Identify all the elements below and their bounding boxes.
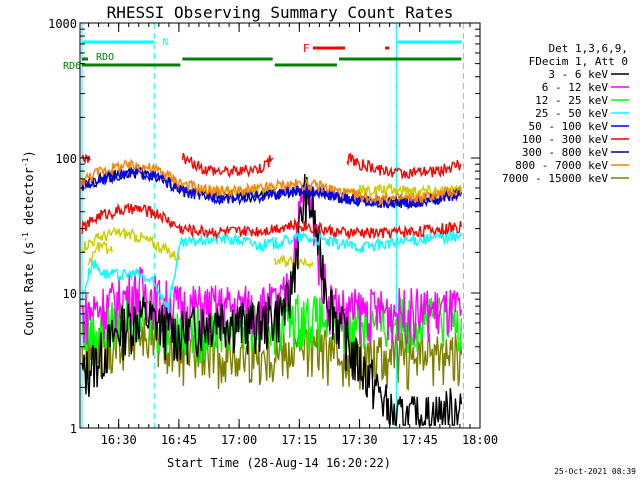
axes-layer: 1 10 100 1000 16:30 16:45 17:00 17:15 17:30 17:45…	[48, 17, 498, 447]
series-line-4	[81, 229, 463, 312]
legend-entry-label: 50 - 100 keV	[529, 120, 609, 133]
y-axis-label-sup2: -1	[21, 157, 30, 167]
legend-header: Det 1,3,6,9,	[549, 42, 628, 55]
x-tick-label: 17:00	[221, 433, 257, 447]
extra-series-line	[81, 153, 91, 165]
saa-label: N	[162, 37, 168, 48]
series-layer	[81, 152, 463, 426]
extra-series-line	[181, 152, 274, 179]
series-line-8	[81, 158, 463, 205]
y-axis-label-sup1: -1	[21, 232, 30, 242]
y-axis-label: Count Rate (s-1 detector-1)	[21, 150, 36, 335]
legend-entry-label: 100 - 300 keV	[522, 133, 608, 146]
x-tick-label: 17:45	[402, 433, 438, 447]
y-axis-label-end: )	[22, 150, 36, 157]
legend-entry-label: 12 - 25 keV	[535, 94, 608, 107]
x-tick-label: 17:15	[281, 433, 317, 447]
legend-entry-label: 25 - 50 keV	[535, 107, 608, 120]
chart-title: RHESSI Observing Summary Count Rates	[107, 3, 454, 22]
annotation-layer: N RDO RD6 F	[63, 23, 464, 428]
timestamp: 25-Oct-2021 08:39	[554, 467, 636, 476]
legend-entry-label: 7000 - 15000 keV	[502, 172, 608, 185]
extra-series-line	[346, 182, 463, 198]
y-tick-label: 100	[55, 152, 77, 166]
flare-label: F	[303, 42, 310, 55]
y-tick-label: 1	[70, 422, 77, 436]
extra-series-line	[346, 152, 462, 181]
series-line-1	[81, 173, 463, 426]
x-tick-label: 18:00	[462, 433, 498, 447]
x-tick-label: 16:45	[161, 433, 197, 447]
series-line-5	[81, 166, 463, 210]
y-axis-label-main: Count Rate (s	[22, 242, 36, 336]
y-tick-label: 1000	[48, 17, 77, 31]
legend-entry-label: 800 - 7000 keV	[515, 159, 608, 172]
svg-text:Count Rate (s-1 detector-1): Count Rate (s-1 detector-1)	[21, 150, 36, 335]
series-line-6	[81, 202, 463, 241]
x-tick-label: 16:30	[101, 433, 137, 447]
x-tick-label: 17:30	[341, 433, 377, 447]
rdo-label: RDO	[96, 52, 114, 63]
legend-header: FDecim 1, Att 0	[529, 55, 628, 68]
rd6-label: RD6	[63, 61, 81, 72]
y-axis-label-mid: detector	[22, 167, 36, 232]
extra-series-line	[81, 226, 181, 264]
x-axis-label: Start Time (28-Aug-14 16:20:22)	[167, 456, 391, 470]
extra-series-line	[87, 240, 113, 266]
series-line-9	[81, 315, 463, 392]
legend-entry-label: 300 - 800 keV	[522, 146, 608, 159]
legend-entry-label: 6 - 12 keV	[542, 81, 609, 94]
y-tick-label: 10	[63, 287, 77, 301]
legend-entry-label: 3 - 6 keV	[548, 68, 608, 81]
plot-frame	[79, 22, 481, 429]
series-line-2	[81, 177, 463, 346]
